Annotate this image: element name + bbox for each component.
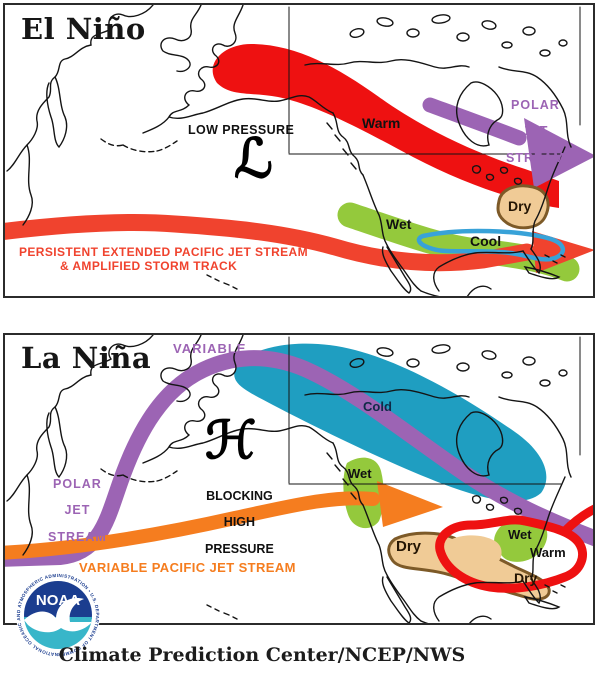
el-nino-map [5,5,593,296]
polar-jet-label: POLAR JET STREAM [11,465,117,557]
polar-jet-line1: POLAR [511,98,560,113]
polar-jet-line1: POLAR [53,477,102,492]
polar-jet-band [422,97,527,146]
la-nina-panel: La Niña VARIABLE POLAR JET STREAM ℋ BLOC… [3,333,595,625]
jet-caption-line2: & AMPLIFIED STORM TRACK [60,259,238,273]
cold-label: Cold [363,399,392,414]
blocking-line3: PRESSURE [205,541,274,556]
variable-label: VARIABLE [173,341,247,356]
low-pressure-label: LOW PRESSURE [188,123,295,137]
wet-east-label: Wet [508,527,532,542]
polar-jet-line3: STREAM [506,150,565,165]
blocking-high-label: BLOCKING HIGH PRESSURE [174,477,284,569]
polar-jet-line2: JET [64,503,91,518]
warm-label: Warm [362,115,401,131]
noaa-logo: NATIONAL OCEANIC AND ATMOSPHERIC ADMINIS… [15,572,100,657]
warm-coast-spur [560,504,593,536]
la-nina-map [5,335,593,623]
polar-jet-line3: STREAM [48,529,107,544]
noaa-wordmark: NOAA [36,592,80,609]
wet-east-region [494,517,548,562]
noaa-seagull-icon [24,598,92,633]
el-nino-panel: El Niño LOW PRESSURE ℒ Warm POLAR JET ST… [3,3,595,298]
polar-jet-arrow [524,118,593,188]
el-nino-title: El Niño [21,12,146,46]
variable-jet-label: VARIABLE PACIFIC JET STREAM [79,560,296,575]
pacific-jet-band [5,213,536,272]
variable-jet-arrow [377,481,443,527]
warm-outline [435,515,587,593]
wet-nw-label: Wet [348,466,372,481]
dry-inner-region [440,535,502,572]
high-pressure-symbol: ℋ [205,410,257,471]
polar-jet-band [5,350,593,567]
dry-west-label: Dry [396,538,422,555]
polar-jet-line2: JET [522,124,549,139]
dry-region [496,184,550,230]
warm-label: Warm [530,545,566,560]
low-pressure-symbol: ℒ [234,126,273,190]
variable-jet-band [5,491,380,560]
blocking-line1: BLOCKING [206,489,273,504]
blocking-line2: HIGH [223,515,256,530]
la-nina-title: La Niña [21,341,152,375]
jet-caption-line1: PERSISTENT EXTENDED PACIFIC JET STREAM [19,245,309,259]
dry-label: Dry [508,198,532,214]
polar-jet-label: POLAR JET STREAM [467,86,577,178]
wet-label: Wet [386,216,412,232]
cool-label: Cool [470,233,502,249]
figure-caption: Climate Prediction Center/NCEP/NWS [58,644,466,666]
dry-south-label: Dry [514,570,538,586]
cool-outline [416,228,565,262]
